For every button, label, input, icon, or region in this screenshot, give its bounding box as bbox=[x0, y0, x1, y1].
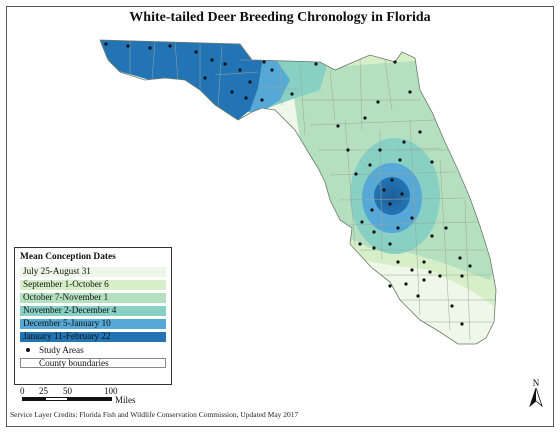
legend-label: December 5-January 10 bbox=[23, 318, 111, 329]
legend-swatch bbox=[20, 305, 166, 316]
study-areas bbox=[104, 42, 472, 326]
legend-item-study-areas: Study Areas bbox=[15, 344, 171, 357]
legend-swatch bbox=[20, 292, 166, 303]
legend-swatch bbox=[20, 266, 166, 277]
legend-item: September 1-October 6 bbox=[15, 278, 171, 291]
legend-item: November 2-December 4 bbox=[15, 304, 171, 317]
scale-tick-label: 25 bbox=[39, 386, 48, 396]
legend-item: December 5-January 10 bbox=[15, 317, 171, 330]
scale-unit: Miles bbox=[115, 395, 136, 405]
legend-label: County boundaries bbox=[39, 357, 109, 368]
legend-label: January 11-February 22 bbox=[23, 331, 111, 342]
county-boundaries bbox=[129, 40, 495, 341]
north-arrow-icon bbox=[529, 386, 543, 408]
scale-bar: 0 25 50 100 Miles bbox=[20, 386, 136, 408]
zone-jan-feb-north bbox=[100, 40, 262, 120]
scale-tick-label: 0 bbox=[20, 386, 25, 396]
map-legend: Mean Conception Dates July 25-August 31 … bbox=[14, 247, 172, 385]
legend-label: October 7-November 1 bbox=[23, 292, 109, 303]
study-area-point-icon bbox=[26, 348, 30, 353]
legend-item: January 11-February 22 bbox=[15, 330, 171, 343]
legend-swatch bbox=[20, 318, 166, 329]
legend-item: July 25-August 31 bbox=[15, 265, 171, 278]
scale-tick-label: 50 bbox=[63, 386, 72, 396]
legend-label: November 2-December 4 bbox=[23, 305, 117, 316]
scale-segment bbox=[22, 397, 45, 401]
county-boundary-icon bbox=[20, 358, 166, 369]
legend-item: October 7-November 1 bbox=[15, 291, 171, 304]
legend-title: Mean Conception Dates bbox=[20, 252, 116, 262]
legend-swatch bbox=[20, 331, 166, 342]
scale-segment bbox=[45, 397, 68, 401]
legend-item-county-boundaries: County boundaries bbox=[15, 357, 171, 370]
scale-tick-label: 100 bbox=[104, 386, 118, 396]
map-title: White-tailed Deer Breeding Chronology in… bbox=[129, 10, 431, 25]
north-arrow: N bbox=[527, 378, 545, 408]
legend-label: Study Areas bbox=[39, 344, 84, 355]
north-label: N bbox=[532, 378, 540, 388]
legend-label: July 25-August 31 bbox=[23, 266, 91, 276]
credit-text: Service Layer Credits: Florida Fish and … bbox=[10, 410, 299, 419]
scale-segment bbox=[68, 397, 112, 401]
legend-swatch bbox=[20, 279, 166, 290]
zone-jan-feb-central bbox=[374, 177, 410, 215]
legend-label: September 1-October 6 bbox=[23, 279, 109, 290]
